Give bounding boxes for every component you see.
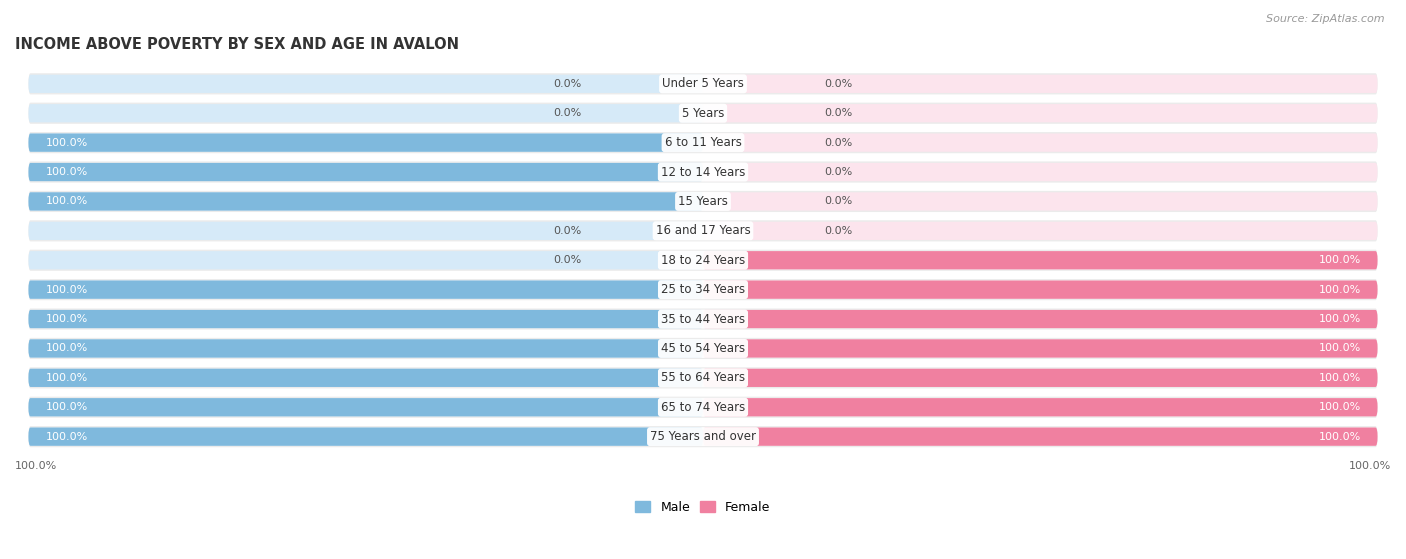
FancyBboxPatch shape xyxy=(703,192,1378,211)
Text: 100.0%: 100.0% xyxy=(45,373,87,383)
FancyBboxPatch shape xyxy=(703,222,1378,240)
FancyBboxPatch shape xyxy=(28,281,703,299)
FancyBboxPatch shape xyxy=(28,426,1378,447)
Text: 0.0%: 0.0% xyxy=(824,138,852,148)
Text: Source: ZipAtlas.com: Source: ZipAtlas.com xyxy=(1267,14,1385,24)
Text: 100.0%: 100.0% xyxy=(1319,314,1361,324)
FancyBboxPatch shape xyxy=(28,250,1378,271)
FancyBboxPatch shape xyxy=(28,191,1378,212)
Text: 100.0%: 100.0% xyxy=(45,343,87,353)
FancyBboxPatch shape xyxy=(28,163,703,181)
FancyBboxPatch shape xyxy=(28,398,703,416)
FancyBboxPatch shape xyxy=(703,428,1378,446)
Text: 75 Years and over: 75 Years and over xyxy=(650,430,756,443)
Text: 16 and 17 Years: 16 and 17 Years xyxy=(655,224,751,238)
FancyBboxPatch shape xyxy=(28,338,1378,359)
FancyBboxPatch shape xyxy=(703,75,1378,93)
FancyBboxPatch shape xyxy=(28,279,1378,300)
Text: 100.0%: 100.0% xyxy=(45,314,87,324)
FancyBboxPatch shape xyxy=(703,398,1378,416)
Text: 0.0%: 0.0% xyxy=(554,226,582,236)
FancyBboxPatch shape xyxy=(703,428,1378,446)
FancyBboxPatch shape xyxy=(28,75,703,93)
Text: 5 Years: 5 Years xyxy=(682,107,724,120)
FancyBboxPatch shape xyxy=(28,309,1378,330)
FancyBboxPatch shape xyxy=(28,192,703,211)
FancyBboxPatch shape xyxy=(28,369,703,387)
FancyBboxPatch shape xyxy=(28,428,703,446)
FancyBboxPatch shape xyxy=(28,428,703,446)
FancyBboxPatch shape xyxy=(703,339,1378,358)
FancyBboxPatch shape xyxy=(28,132,1378,153)
Legend: Male, Female: Male, Female xyxy=(630,496,776,519)
FancyBboxPatch shape xyxy=(28,398,703,416)
FancyBboxPatch shape xyxy=(703,339,1378,358)
Text: 18 to 24 Years: 18 to 24 Years xyxy=(661,254,745,267)
Text: 100.0%: 100.0% xyxy=(1319,285,1361,295)
FancyBboxPatch shape xyxy=(28,339,703,358)
Text: 25 to 34 Years: 25 to 34 Years xyxy=(661,283,745,296)
FancyBboxPatch shape xyxy=(703,281,1378,299)
Text: 35 to 44 Years: 35 to 44 Years xyxy=(661,312,745,325)
FancyBboxPatch shape xyxy=(28,310,703,328)
Text: 100.0%: 100.0% xyxy=(45,432,87,442)
Text: 100.0%: 100.0% xyxy=(1319,343,1361,353)
Text: 100.0%: 100.0% xyxy=(45,167,87,177)
Text: 6 to 11 Years: 6 to 11 Years xyxy=(665,136,741,149)
Text: 0.0%: 0.0% xyxy=(824,226,852,236)
Text: 0.0%: 0.0% xyxy=(554,79,582,89)
FancyBboxPatch shape xyxy=(28,134,703,151)
Text: 65 to 74 Years: 65 to 74 Years xyxy=(661,401,745,414)
Text: 0.0%: 0.0% xyxy=(824,196,852,206)
FancyBboxPatch shape xyxy=(703,251,1378,269)
Text: 45 to 54 Years: 45 to 54 Years xyxy=(661,342,745,355)
FancyBboxPatch shape xyxy=(28,192,703,211)
FancyBboxPatch shape xyxy=(28,281,703,299)
FancyBboxPatch shape xyxy=(703,104,1378,122)
Text: 0.0%: 0.0% xyxy=(824,79,852,89)
Text: Under 5 Years: Under 5 Years xyxy=(662,77,744,91)
FancyBboxPatch shape xyxy=(28,162,1378,183)
Text: 100.0%: 100.0% xyxy=(1319,373,1361,383)
FancyBboxPatch shape xyxy=(703,310,1378,328)
Text: 100.0%: 100.0% xyxy=(1319,402,1361,412)
Text: 0.0%: 0.0% xyxy=(824,108,852,119)
Text: 100.0%: 100.0% xyxy=(15,461,58,471)
Text: 100.0%: 100.0% xyxy=(1319,432,1361,442)
Text: 12 to 14 Years: 12 to 14 Years xyxy=(661,165,745,178)
FancyBboxPatch shape xyxy=(28,339,703,358)
FancyBboxPatch shape xyxy=(28,104,703,122)
FancyBboxPatch shape xyxy=(703,281,1378,299)
FancyBboxPatch shape xyxy=(703,369,1378,387)
FancyBboxPatch shape xyxy=(28,103,1378,124)
FancyBboxPatch shape xyxy=(28,222,703,240)
FancyBboxPatch shape xyxy=(28,367,1378,389)
Text: 100.0%: 100.0% xyxy=(45,196,87,206)
FancyBboxPatch shape xyxy=(703,398,1378,416)
FancyBboxPatch shape xyxy=(703,134,1378,151)
FancyBboxPatch shape xyxy=(28,220,1378,241)
FancyBboxPatch shape xyxy=(703,369,1378,387)
Text: 0.0%: 0.0% xyxy=(554,108,582,119)
Text: 100.0%: 100.0% xyxy=(45,285,87,295)
FancyBboxPatch shape xyxy=(28,163,703,181)
Text: 100.0%: 100.0% xyxy=(45,402,87,412)
Text: 100.0%: 100.0% xyxy=(1348,461,1391,471)
Text: 0.0%: 0.0% xyxy=(554,255,582,265)
Text: INCOME ABOVE POVERTY BY SEX AND AGE IN AVALON: INCOME ABOVE POVERTY BY SEX AND AGE IN A… xyxy=(15,37,458,53)
FancyBboxPatch shape xyxy=(28,310,703,328)
Text: 100.0%: 100.0% xyxy=(1319,255,1361,265)
Text: 55 to 64 Years: 55 to 64 Years xyxy=(661,371,745,385)
FancyBboxPatch shape xyxy=(703,310,1378,328)
FancyBboxPatch shape xyxy=(28,73,1378,94)
FancyBboxPatch shape xyxy=(28,397,1378,418)
FancyBboxPatch shape xyxy=(28,251,703,269)
FancyBboxPatch shape xyxy=(28,369,703,387)
FancyBboxPatch shape xyxy=(703,251,1378,269)
Text: 100.0%: 100.0% xyxy=(45,138,87,148)
Text: 0.0%: 0.0% xyxy=(824,167,852,177)
Text: 15 Years: 15 Years xyxy=(678,195,728,208)
FancyBboxPatch shape xyxy=(28,134,703,151)
FancyBboxPatch shape xyxy=(703,163,1378,181)
